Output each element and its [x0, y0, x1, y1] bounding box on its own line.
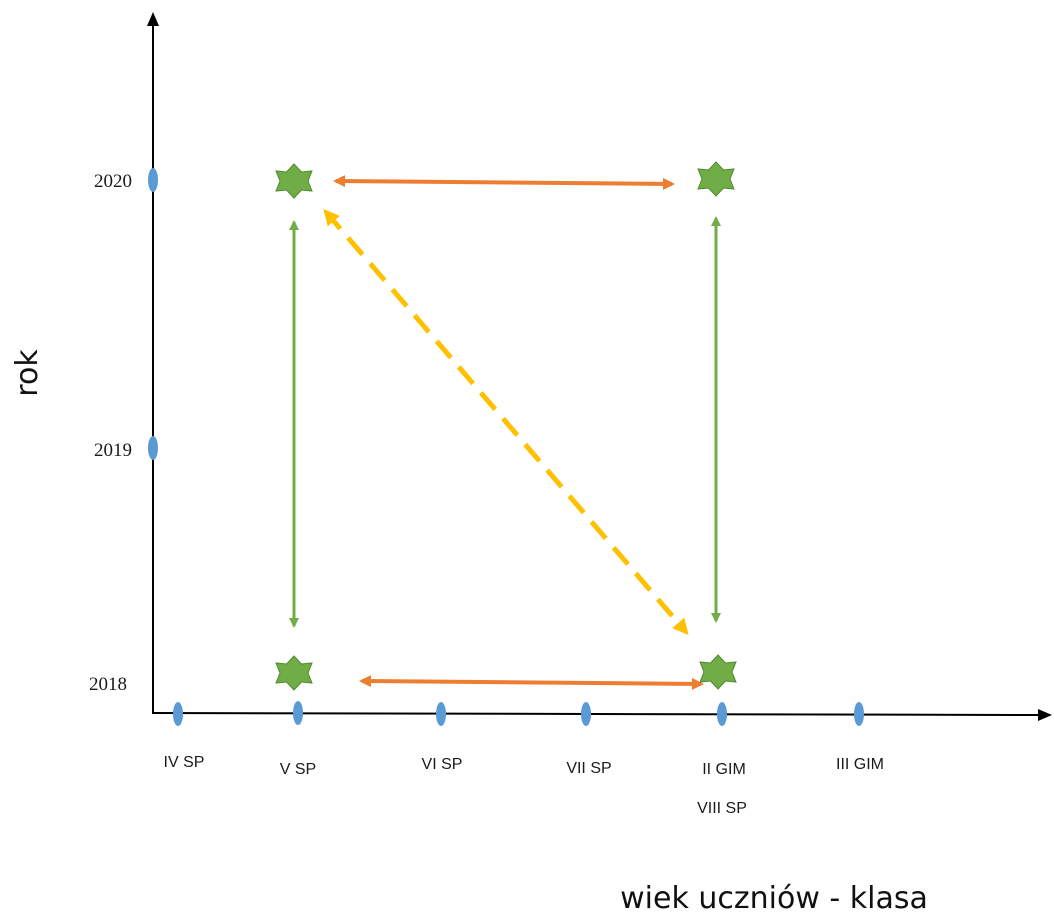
- y-axis-arrowhead: [147, 12, 159, 26]
- x-tick-marker-iii-gim: [854, 702, 864, 726]
- x-tick-label-vi-sp: VI SP: [422, 756, 463, 773]
- x-tick-marker-ii-gim: [717, 702, 727, 726]
- y-axis-title: rok: [10, 349, 45, 397]
- x-axis-line: [152, 712, 1041, 716]
- y-tick-label-2020: 2020: [94, 171, 132, 192]
- arrow-horizontal-2018: [359, 675, 704, 690]
- y-tick-label-2019: 2019: [94, 440, 132, 461]
- x-tick-label-vii-sp: VII SP: [566, 760, 611, 777]
- x-axis-arrowhead: [1038, 709, 1052, 721]
- star-marker-ii-gim-2018: [699, 654, 737, 690]
- x-tick-marker-vii-sp: [581, 702, 591, 726]
- x-axis-title: wiek uczniów - klasa: [620, 881, 928, 915]
- arrow-horizontal-2020: [333, 175, 675, 190]
- x-tick-marker-iv-sp: [173, 702, 183, 726]
- x-tick-marker-vi-sp: [436, 702, 446, 726]
- y-tick-label-2018: 2018: [89, 674, 127, 695]
- y-tick-marker-2019: [148, 436, 158, 460]
- y-tick-marker-2020: [148, 168, 158, 192]
- star-marker-v-sp-2018: [275, 655, 313, 691]
- x-tick-label-iii-gim: III GIM: [836, 756, 884, 773]
- x-tick-sublabel-viii-sp: VIII SP: [697, 800, 747, 817]
- x-tick-label-ii-gim: II GIM: [702, 761, 746, 778]
- star-marker-ii-gim-2020: [697, 161, 735, 197]
- x-tick-label-iv-sp: IV SP: [164, 754, 205, 771]
- x-tick-marker-v-sp: [293, 701, 303, 725]
- arrow-diagonal-dashed: [323, 208, 689, 636]
- x-tick-label-v-sp: V SP: [280, 761, 316, 778]
- star-marker-v-sp-2020: [275, 163, 313, 199]
